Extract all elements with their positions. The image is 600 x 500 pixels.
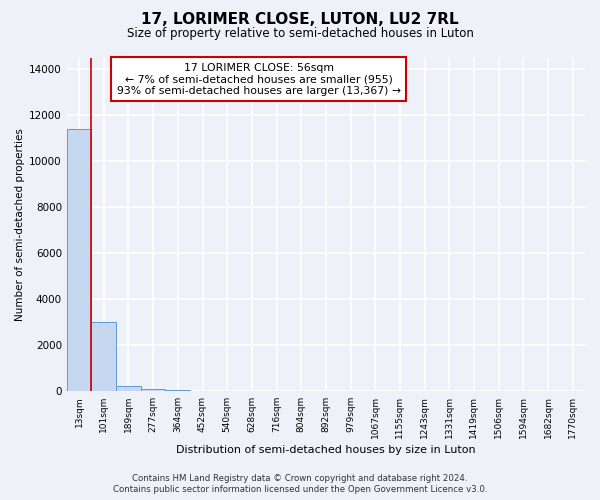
Bar	[91, 322, 116, 391]
Bar	[116, 386, 141, 391]
Bar	[141, 389, 166, 391]
Text: Size of property relative to semi-detached houses in Luton: Size of property relative to semi-detach…	[127, 28, 473, 40]
Bar	[166, 390, 190, 391]
X-axis label: Distribution of semi-detached houses by size in Luton: Distribution of semi-detached houses by …	[176, 445, 476, 455]
Text: 17 LORIMER CLOSE: 56sqm
← 7% of semi-detached houses are smaller (955)
93% of se: 17 LORIMER CLOSE: 56sqm ← 7% of semi-det…	[116, 62, 401, 96]
Y-axis label: Number of semi-detached properties: Number of semi-detached properties	[15, 128, 25, 320]
Text: 17, LORIMER CLOSE, LUTON, LU2 7RL: 17, LORIMER CLOSE, LUTON, LU2 7RL	[141, 12, 459, 28]
Text: Contains HM Land Registry data © Crown copyright and database right 2024.
Contai: Contains HM Land Registry data © Crown c…	[113, 474, 487, 494]
Bar	[67, 129, 91, 391]
